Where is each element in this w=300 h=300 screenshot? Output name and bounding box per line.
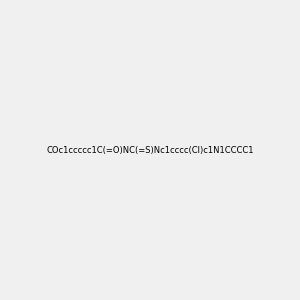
Text: COc1ccccc1C(=O)NC(=S)Nc1cccc(Cl)c1N1CCCC1: COc1ccccc1C(=O)NC(=S)Nc1cccc(Cl)c1N1CCCC… xyxy=(46,146,254,154)
